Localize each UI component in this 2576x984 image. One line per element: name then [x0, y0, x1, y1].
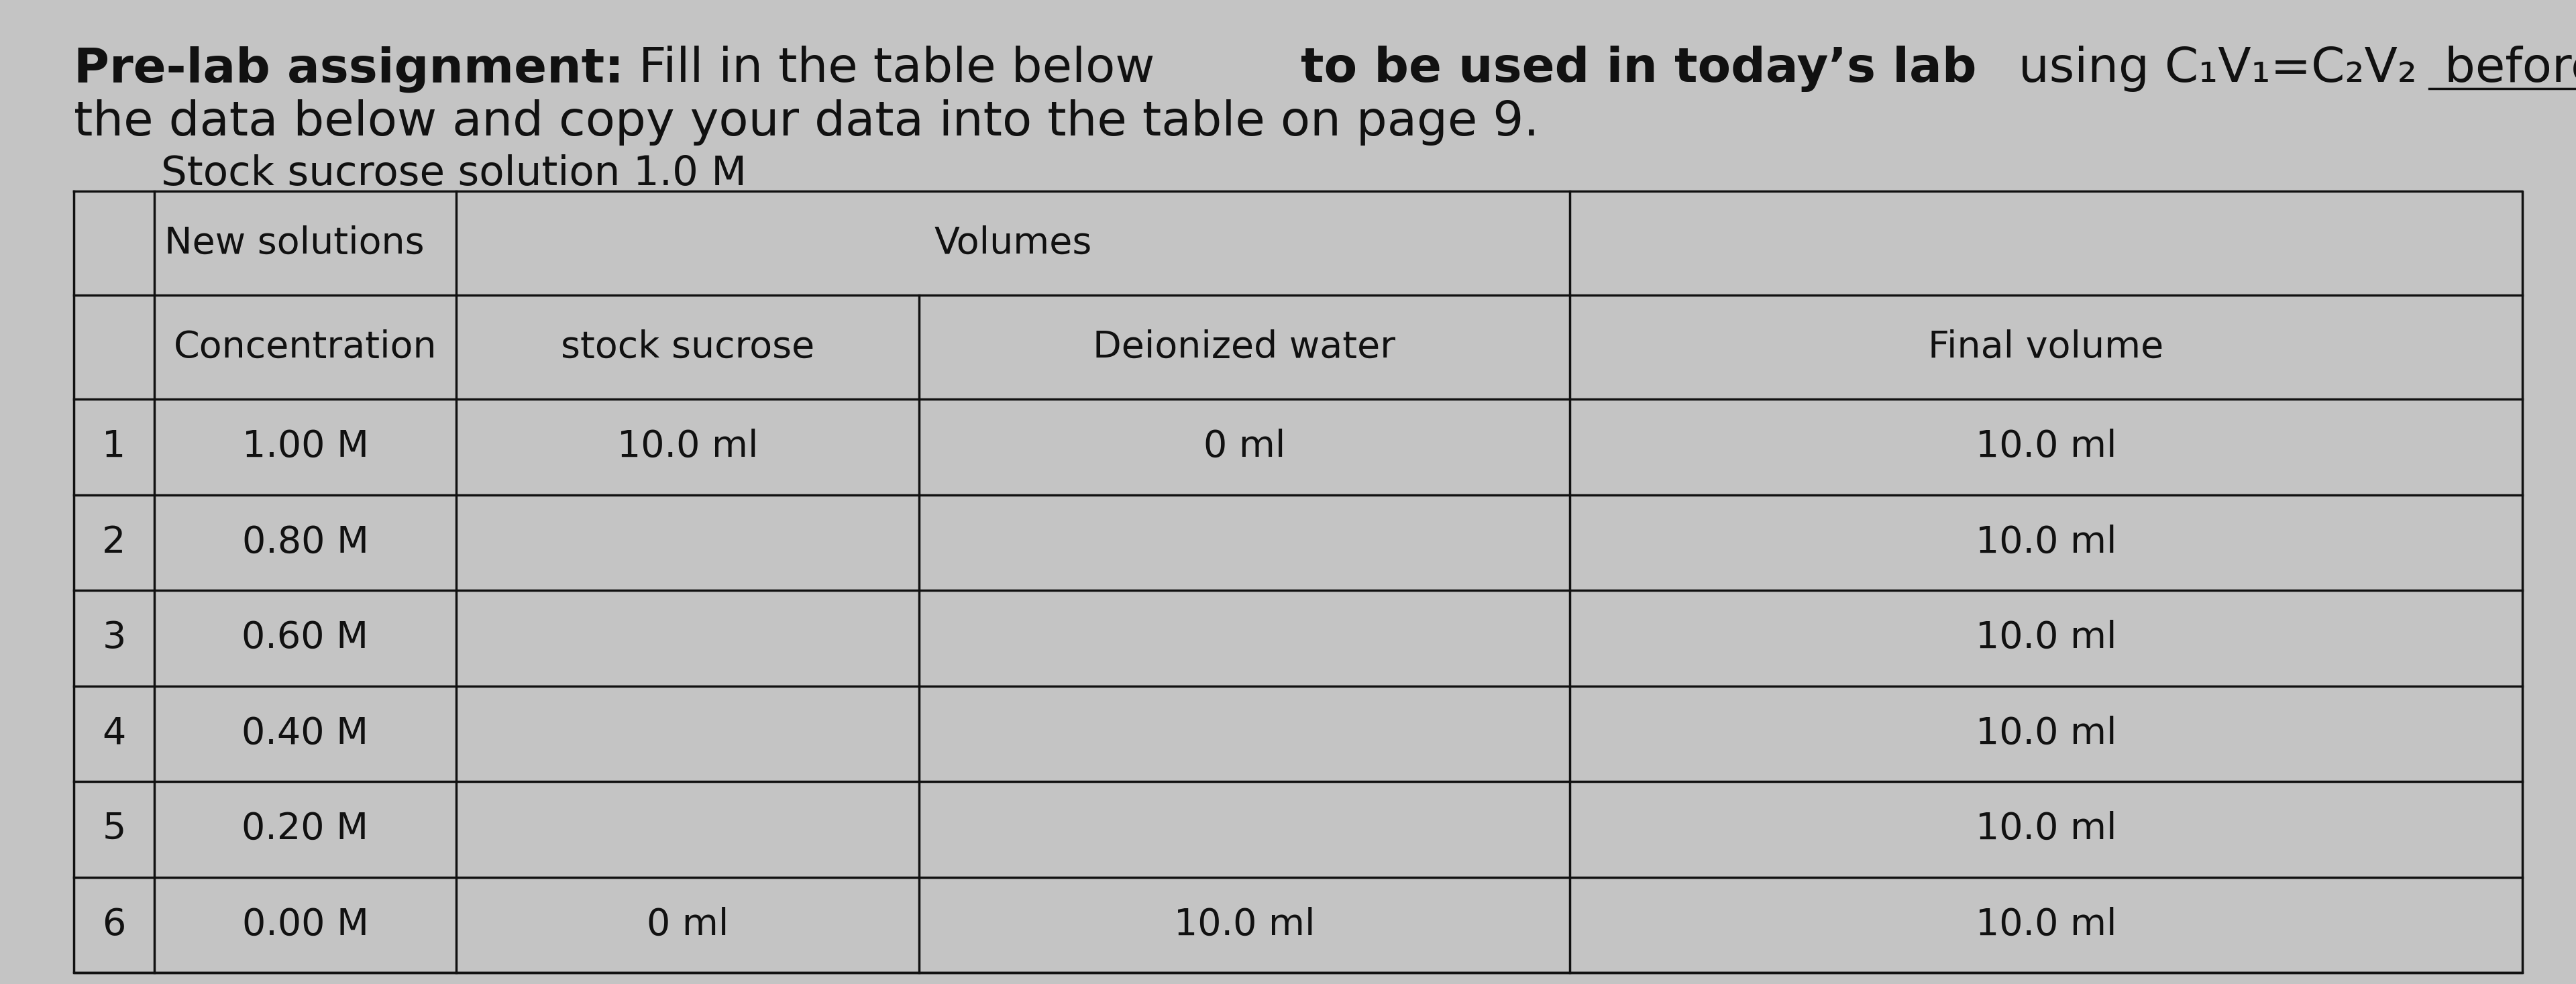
Text: to be used in today’s lab: to be used in today’s lab [1301, 45, 1976, 92]
Text: 6: 6 [103, 906, 126, 943]
Text: Volumes: Volumes [935, 225, 1092, 262]
Text: using C₁V₁=C₂V₂: using C₁V₁=C₂V₂ [2004, 45, 2416, 92]
Text: 10.0 ml: 10.0 ml [1976, 715, 2117, 752]
Text: 0.40 M: 0.40 M [242, 715, 368, 752]
Text: 0 ml: 0 ml [1203, 429, 1285, 465]
Text: 4: 4 [103, 715, 126, 752]
Text: 0.00 M: 0.00 M [242, 906, 368, 943]
Text: 0.80 M: 0.80 M [242, 524, 368, 561]
Text: 1.00 M: 1.00 M [242, 429, 368, 465]
Text: 0 ml: 0 ml [647, 906, 729, 943]
Text: 10.0 ml: 10.0 ml [1976, 906, 2117, 943]
Text: 0.60 M: 0.60 M [242, 620, 368, 656]
Text: Pre-lab assignment:: Pre-lab assignment: [75, 45, 623, 92]
Text: stock sucrose: stock sucrose [562, 329, 814, 365]
Text: before coming to lab.: before coming to lab. [2429, 45, 2576, 92]
Text: Fill in the table below: Fill in the table below [608, 45, 1170, 92]
Text: 10.0 ml: 10.0 ml [1976, 620, 2117, 656]
Text: 10.0 ml: 10.0 ml [1175, 906, 1314, 943]
Text: 1: 1 [103, 429, 126, 465]
Text: 3: 3 [103, 620, 126, 656]
Text: 10.0 ml: 10.0 ml [1976, 524, 2117, 561]
Text: Concentration: Concentration [173, 329, 438, 365]
Text: the data below and copy your data into the table on page 9.: the data below and copy your data into t… [75, 99, 1538, 146]
Text: 10.0 ml: 10.0 ml [618, 429, 757, 465]
Text: 0.20 M: 0.20 M [242, 811, 368, 847]
Text: 2: 2 [103, 524, 126, 561]
Text: 5: 5 [103, 811, 126, 847]
Text: 10.0 ml: 10.0 ml [1976, 811, 2117, 847]
Text: New solutions: New solutions [165, 225, 425, 262]
Text: Deionized water: Deionized water [1092, 329, 1396, 365]
Text: 10.0 ml: 10.0 ml [1976, 429, 2117, 465]
Text: Stock sucrose solution 1.0 M: Stock sucrose solution 1.0 M [160, 154, 747, 194]
Text: Final volume: Final volume [1929, 329, 2164, 365]
